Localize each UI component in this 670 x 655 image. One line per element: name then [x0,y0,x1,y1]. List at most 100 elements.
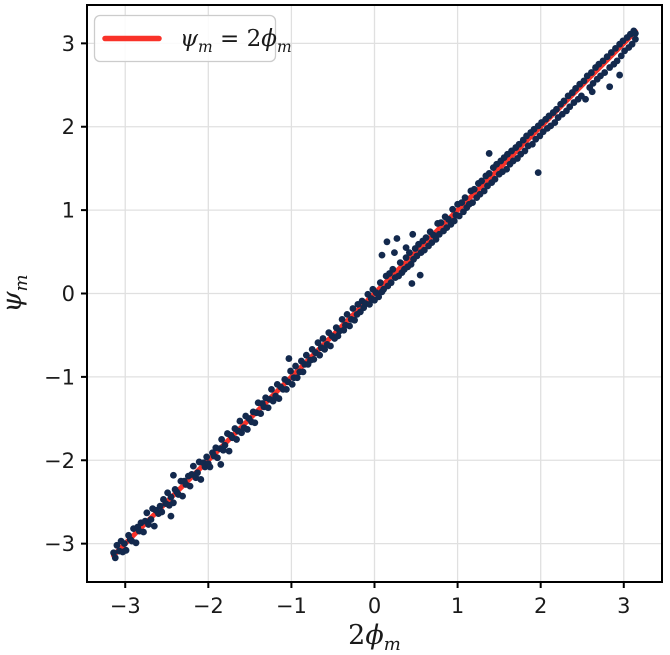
data-point [132,539,140,547]
x-tick-label: 0 [368,594,381,618]
data-point [560,97,568,105]
data-point [601,69,609,76]
data-point [422,234,430,242]
data-point [349,305,357,312]
x-tick-label: 2 [534,594,547,618]
data-point [338,315,346,323]
data-point [612,44,619,52]
data-point [268,385,275,393]
data-point [455,212,463,220]
data-point [292,362,299,370]
data-point [189,462,197,470]
data-point [458,199,466,207]
data-point [167,493,175,501]
data-point [186,482,194,490]
data-point [206,463,214,471]
x-tick-label: −2 [193,594,224,618]
data-point [607,49,615,56]
data-point [606,83,614,91]
data-point [120,540,128,548]
data-point [288,380,296,388]
data-point [375,293,383,301]
data-point [632,35,639,43]
data-point [461,194,469,202]
data-point [179,492,186,500]
data-point [156,502,164,510]
x-tick-label: 3 [617,594,630,618]
data-point [122,546,130,554]
data-point [587,69,595,76]
data-point [275,395,283,402]
data-point [478,177,486,185]
legend-box [93,14,277,63]
data-point [416,271,424,279]
x-tick-label: 1 [451,594,464,618]
data-point [319,335,327,342]
x-tick-label: −1 [276,594,307,618]
data-point [391,249,398,257]
grid-layer [87,5,662,582]
data-point [402,254,410,262]
data-point [283,385,290,393]
data-point [437,219,445,227]
axes-layer [81,4,663,588]
data-point [389,265,397,273]
data-point [111,554,119,562]
data-point [302,351,310,359]
data-point [257,410,265,417]
legend: ψm = 2ϕm [93,14,292,63]
y-tick-label: −3 [44,532,75,556]
data-point [346,322,353,330]
data-point [503,165,511,173]
data-point [396,259,404,267]
data-point [617,52,625,60]
data-point [566,103,574,111]
axis-labels-layer: 2ϕm ψm [0,274,401,655]
data-point [217,461,225,468]
data-point [521,147,529,155]
data-point [285,355,293,362]
data-point [603,53,611,61]
y-tick-label: 1 [62,199,75,223]
data-point [632,29,639,37]
data-point [203,453,211,461]
x-axis-label: 2ϕm [348,620,401,655]
data-point [314,339,322,347]
data-point [387,279,395,287]
data-point [264,404,272,412]
data-point [432,235,440,243]
data-point [582,95,589,103]
data-point [376,279,384,287]
data-point [197,476,205,483]
y-tick-label: −2 [44,449,75,473]
data-point [143,509,151,517]
data-point [378,251,386,259]
data-point [225,447,233,455]
y-tick-label: 0 [62,282,75,306]
data-point [327,342,334,350]
data-point [589,79,597,87]
data-point [287,367,294,375]
scatter-layer [110,27,639,562]
data-point [194,469,201,477]
legend-label: ψm = 2ϕm [180,26,292,56]
data-point [113,541,121,549]
y-tick-label: −1 [44,365,75,389]
data-point [628,40,636,48]
data-point [528,140,536,148]
data-point [218,436,226,443]
data-point [140,528,147,536]
data-point [470,185,478,193]
data-point [299,368,307,376]
data-point [383,238,391,246]
data-point [408,280,416,287]
data-point [343,310,351,318]
data-point [405,249,413,257]
data-point [616,71,624,79]
data-point [393,235,401,242]
data-point [402,244,410,252]
data-point [251,419,259,427]
data-point [150,522,158,530]
